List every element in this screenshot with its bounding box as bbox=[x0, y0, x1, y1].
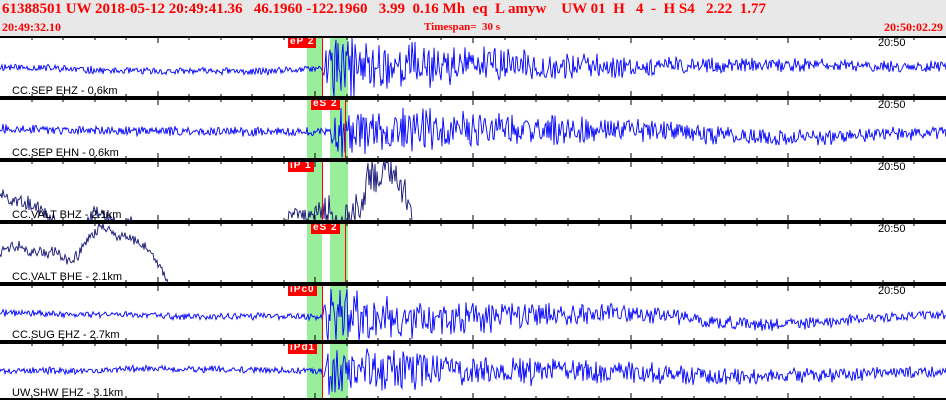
highlight-band-1 bbox=[307, 36, 322, 98]
trace-time-label: 20:50 bbox=[878, 161, 906, 173]
highlight-band-1 bbox=[307, 342, 322, 400]
trace-time-label: 20:50 bbox=[878, 285, 906, 297]
highlight-band-1 bbox=[307, 284, 322, 342]
waveform-plot bbox=[0, 342, 946, 400]
panel-separator-top bbox=[0, 98, 946, 100]
trace-stack: eP 2 CC.SEP EHZ - 0.6km 20:50 eS 2 CC.SEP EH… bbox=[0, 36, 946, 400]
header-bar-primary bbox=[0, 0, 946, 20]
highlight-band-2 bbox=[330, 222, 348, 284]
panel-separator-bottom bbox=[0, 158, 946, 160]
waveform-line bbox=[0, 222, 946, 284]
trace-panel-sep-ehz[interactable]: eP 2 CC.SEP EHZ - 0.6km 20:50 bbox=[0, 36, 946, 98]
channel-label-shw-ehz: UW.SHW EHZ - 3.1km bbox=[12, 387, 124, 399]
pick-label-es2[interactable]: eS 2 bbox=[311, 98, 340, 110]
waveform-line bbox=[0, 288, 946, 342]
panel-separator-bottom bbox=[0, 340, 946, 342]
pick-label-ipc0[interactable]: iPc0 bbox=[288, 284, 317, 296]
panel-separator-top bbox=[0, 160, 946, 162]
waveform-plot bbox=[0, 222, 946, 284]
highlight-band-1 bbox=[307, 98, 322, 160]
trace-panel-valt-bhz[interactable]: iP 1 CC.VALT BHZ - 2.1km 20:50 bbox=[0, 160, 946, 222]
panel-separator-bottom bbox=[0, 398, 946, 400]
waveform-plot bbox=[0, 36, 946, 98]
highlight-band-1 bbox=[307, 222, 322, 284]
trace-panel-valt-bhe[interactable]: eS 2 CC.VALT BHE - 2.1km 20:50 bbox=[0, 222, 946, 284]
window-end-time: 20:50:02.29 bbox=[884, 20, 943, 34]
channel-label-valt-bhe: CC.VALT BHE - 2.1km bbox=[12, 271, 123, 283]
window-start-time: 20:49:32.10 bbox=[2, 20, 61, 34]
waveform-plot bbox=[0, 160, 946, 222]
pick-marker-line[interactable] bbox=[322, 342, 323, 400]
waveform-line bbox=[0, 160, 946, 222]
pick-marker-line[interactable] bbox=[322, 284, 323, 342]
panel-separator-bottom bbox=[0, 282, 946, 284]
pick-label-ip1[interactable]: iP 1 bbox=[288, 160, 314, 172]
trace-time-label: 20:50 bbox=[878, 223, 906, 235]
pick-label-ep2[interactable]: eP 2 bbox=[288, 36, 317, 48]
header-bar-secondary bbox=[0, 20, 946, 36]
waveform-line bbox=[0, 36, 946, 98]
pick-marker-line[interactable] bbox=[322, 36, 323, 98]
panel-separator-top bbox=[0, 284, 946, 286]
channel-label-sep-ehn: CC.SEP EHN - 0.6km bbox=[12, 147, 119, 159]
pick-marker-line[interactable] bbox=[322, 160, 323, 222]
pick-marker-line[interactable] bbox=[345, 98, 346, 160]
trace-panel-shw-ehz[interactable]: iPd1 UW.SHW EHZ - 3.1km bbox=[0, 342, 946, 400]
trace-panel-sug-ehz[interactable]: iPc0 CC.SUG EHZ - 2.7km 20:50 bbox=[0, 284, 946, 342]
trace-panel-sep-ehn[interactable]: eS 2 CC.SEP EHN - 0.6km 20:50 bbox=[0, 98, 946, 160]
pick-marker-line[interactable] bbox=[345, 222, 346, 284]
pick-label-es2[interactable]: eS 2 bbox=[311, 222, 340, 234]
channel-label-sep-ehz: CC.SEP EHZ - 0.6km bbox=[12, 85, 118, 97]
waveform-line bbox=[0, 107, 946, 158]
channel-label-sug-ehz: CC.SUG EHZ - 2.7km bbox=[12, 329, 120, 341]
panel-separator-bottom bbox=[0, 96, 946, 98]
channel-label-valt-bhz: CC.VALT BHZ - 2.1km bbox=[12, 209, 122, 221]
panel-separator-top bbox=[0, 342, 946, 344]
trace-time-label: 20:50 bbox=[878, 99, 906, 111]
panel-separator-top bbox=[0, 222, 946, 224]
waveform-plot bbox=[0, 98, 946, 160]
event-summary-line: 61388501 UW 2018-05-12 20:49:41.36 46.19… bbox=[2, 1, 767, 17]
panel-separator-bottom bbox=[0, 220, 946, 222]
pick-label-ipd1[interactable]: iPd1 bbox=[288, 342, 318, 354]
waveform-plot bbox=[0, 284, 946, 342]
highlight-band-2 bbox=[330, 160, 348, 222]
waveform-line bbox=[0, 348, 946, 395]
trace-time-label: 20:50 bbox=[878, 37, 906, 49]
panel-separator-top bbox=[0, 36, 946, 38]
timespan-label: Timespan= 30 s bbox=[424, 21, 501, 33]
